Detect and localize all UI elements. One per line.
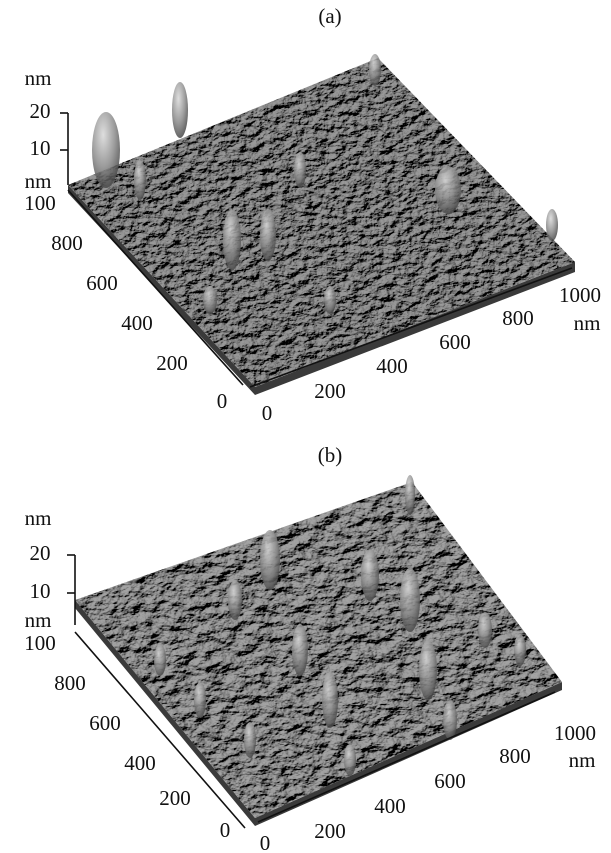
left-tick-label: 100 bbox=[24, 631, 56, 655]
peak bbox=[514, 634, 526, 666]
z-tick-label: 20 bbox=[30, 541, 51, 565]
right-tick-label: 200 bbox=[314, 819, 346, 843]
left-tick-label: 600 bbox=[86, 271, 118, 295]
peak bbox=[244, 722, 256, 758]
right-tick-label: 800 bbox=[502, 306, 534, 330]
peak bbox=[400, 568, 420, 632]
right-unit: nm bbox=[569, 748, 596, 772]
surface-a bbox=[60, 50, 580, 395]
left-tick-label: 400 bbox=[124, 751, 156, 775]
peak bbox=[92, 112, 120, 188]
panel-label: (a) bbox=[318, 4, 341, 28]
peak bbox=[478, 612, 492, 648]
peak bbox=[324, 286, 336, 314]
left-tick-label: 100 bbox=[24, 191, 56, 215]
peak bbox=[405, 475, 415, 515]
right-tick-label: 400 bbox=[374, 794, 406, 818]
peak bbox=[223, 210, 241, 270]
left-unit: nm bbox=[25, 169, 52, 193]
panel-label: (b) bbox=[318, 443, 343, 467]
peak bbox=[546, 209, 558, 241]
surface-b bbox=[70, 470, 570, 830]
right-tick-label: 600 bbox=[439, 330, 471, 354]
peak bbox=[294, 152, 306, 188]
peak bbox=[443, 700, 457, 740]
left-unit: nm bbox=[25, 608, 52, 632]
left-tick-label: 200 bbox=[159, 786, 191, 810]
z-tick-label: 10 bbox=[30, 579, 51, 603]
peak bbox=[154, 644, 166, 676]
right-tick-label: 200 bbox=[314, 379, 346, 403]
right-tick-label: 1000 bbox=[554, 721, 596, 745]
peak bbox=[435, 166, 461, 214]
peak bbox=[203, 286, 217, 314]
peak bbox=[260, 530, 280, 590]
right-tick-label: 800 bbox=[499, 744, 531, 768]
figure: (a)nm2010nm10080060040020000200400600800… bbox=[0, 0, 611, 853]
peak bbox=[260, 209, 276, 261]
peak bbox=[292, 624, 308, 676]
z-tick-label: 20 bbox=[30, 99, 51, 123]
z-tick-label: 10 bbox=[30, 136, 51, 160]
peak bbox=[419, 640, 437, 700]
right-tick-label: 1000 bbox=[559, 283, 601, 307]
peak bbox=[194, 682, 206, 718]
left-tick-label: 600 bbox=[89, 711, 121, 735]
right-tick-label: 0 bbox=[262, 401, 273, 425]
right-tick-label: 600 bbox=[434, 769, 466, 793]
peak bbox=[228, 580, 242, 620]
right-tick-label: 0 bbox=[260, 831, 271, 853]
right-unit: nm bbox=[574, 311, 601, 335]
peak bbox=[172, 82, 188, 138]
left-tick-label: 200 bbox=[156, 351, 188, 375]
left-tick-label: 800 bbox=[51, 231, 83, 255]
left-tick-label: 800 bbox=[54, 671, 86, 695]
z-unit: nm bbox=[25, 66, 52, 90]
z-unit: nm bbox=[25, 506, 52, 530]
peak bbox=[134, 160, 146, 200]
peak bbox=[344, 744, 356, 776]
peak bbox=[369, 54, 381, 86]
left-tick-label: 400 bbox=[121, 311, 153, 335]
peak bbox=[322, 672, 338, 728]
right-tick-label: 400 bbox=[376, 354, 408, 378]
peak bbox=[361, 549, 379, 601]
left-tick-label: 0 bbox=[220, 818, 231, 842]
left-tick-label: 0 bbox=[217, 389, 228, 413]
